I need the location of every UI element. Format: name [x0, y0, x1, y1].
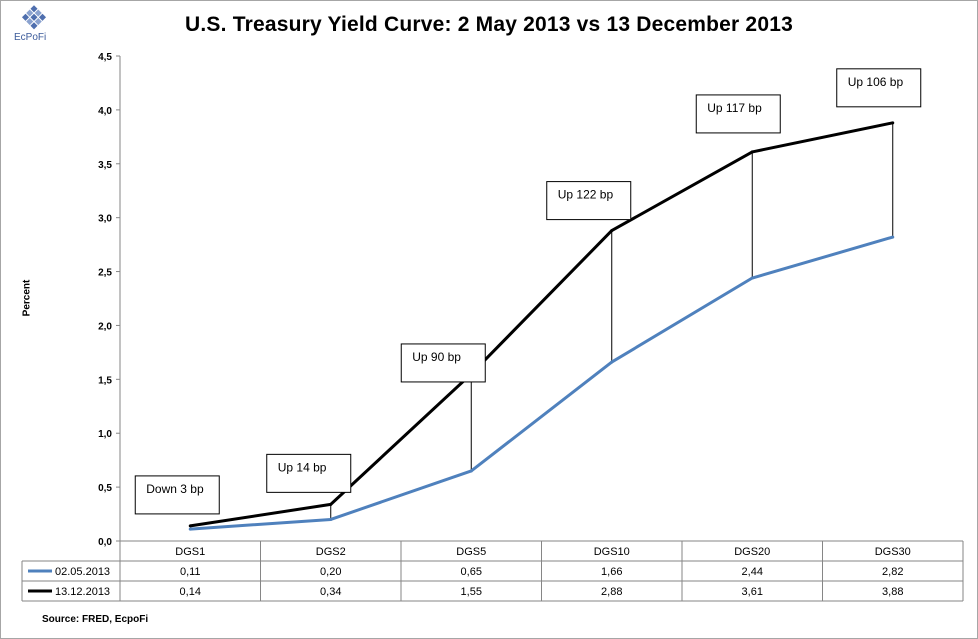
annotation-box	[836, 68, 922, 108]
table-cell-value: 0,11	[180, 566, 201, 578]
series-line-1	[190, 121, 894, 528]
annotation-label: Up 106 bp	[848, 75, 904, 89]
legend-label-0: 02.05.2013	[55, 566, 110, 578]
annotation-label: Down 3 bp	[146, 482, 204, 496]
y-tick-label: 3,5	[98, 160, 112, 171]
series-point-0	[469, 469, 473, 473]
series-point-1	[750, 150, 754, 154]
ecpofi-logo-icon	[21, 5, 47, 30]
y-tick-label: 0,0	[98, 537, 112, 548]
series-point-1	[610, 229, 614, 233]
series-point-1	[891, 121, 895, 125]
y-tick-label: 4,5	[98, 52, 112, 63]
logo-text: EcPoFi	[14, 32, 47, 43]
annotation-label: Up 90 bp	[412, 350, 461, 364]
legend-label-1: 13.12.2013	[55, 586, 110, 598]
table-cell-value: 0,20	[320, 566, 341, 578]
x-category-label: DGS1	[175, 546, 205, 558]
series-point-0	[329, 517, 333, 521]
y-tick-label: 0,5	[98, 483, 112, 494]
annotation-box	[695, 94, 781, 134]
series-point-0	[891, 235, 895, 239]
y-tick-label: 1,5	[98, 375, 112, 386]
series-point-0	[188, 527, 192, 531]
y-tick-label: 4,0	[98, 106, 112, 117]
table-cell-value: 2,88	[601, 586, 622, 598]
series-point-1	[329, 502, 333, 506]
series-point-0	[610, 360, 614, 364]
annotation-label: Up 14 bp	[278, 460, 327, 474]
y-tick-label: 1,0	[98, 429, 112, 440]
series-point-1	[188, 524, 192, 528]
annotation-box	[134, 475, 220, 515]
table-cell-value: 2,44	[742, 566, 763, 578]
y-tick-label: 3,0	[98, 214, 112, 225]
table-cell-value: 0,14	[180, 586, 201, 598]
table-cell-value: 1,55	[461, 586, 482, 598]
table-cell-value: 1,66	[601, 566, 622, 578]
source-note: Source: FRED, EcpoFi	[42, 614, 149, 625]
x-category-label: DGS10	[594, 546, 630, 558]
y-tick-label: 2,5	[98, 268, 112, 279]
annotation-box	[546, 181, 632, 221]
series-point-0	[750, 276, 754, 280]
annotation-box	[266, 453, 352, 493]
series-line-0	[190, 235, 894, 531]
table-cell-value: 3,61	[742, 586, 763, 598]
table-cell-value: 0,34	[320, 586, 341, 598]
x-category-label: DGS30	[875, 546, 911, 558]
y-tick-label: 2,0	[98, 321, 112, 332]
table-cell-value: 2,82	[882, 566, 903, 578]
annotation-label: Up 117 bp	[707, 101, 762, 115]
table-cell-value: 3,88	[882, 586, 903, 598]
chart-title: U.S. Treasury Yield Curve: 2 May 2013 vs…	[185, 13, 793, 36]
x-category-label: DGS20	[734, 546, 770, 558]
x-category-label: DGS5	[456, 546, 486, 558]
x-category-label: DGS2	[316, 546, 346, 558]
annotation-box	[400, 343, 486, 383]
table-cell-value: 0,65	[461, 566, 482, 578]
annotation-label: Up 122 bp	[558, 188, 614, 202]
